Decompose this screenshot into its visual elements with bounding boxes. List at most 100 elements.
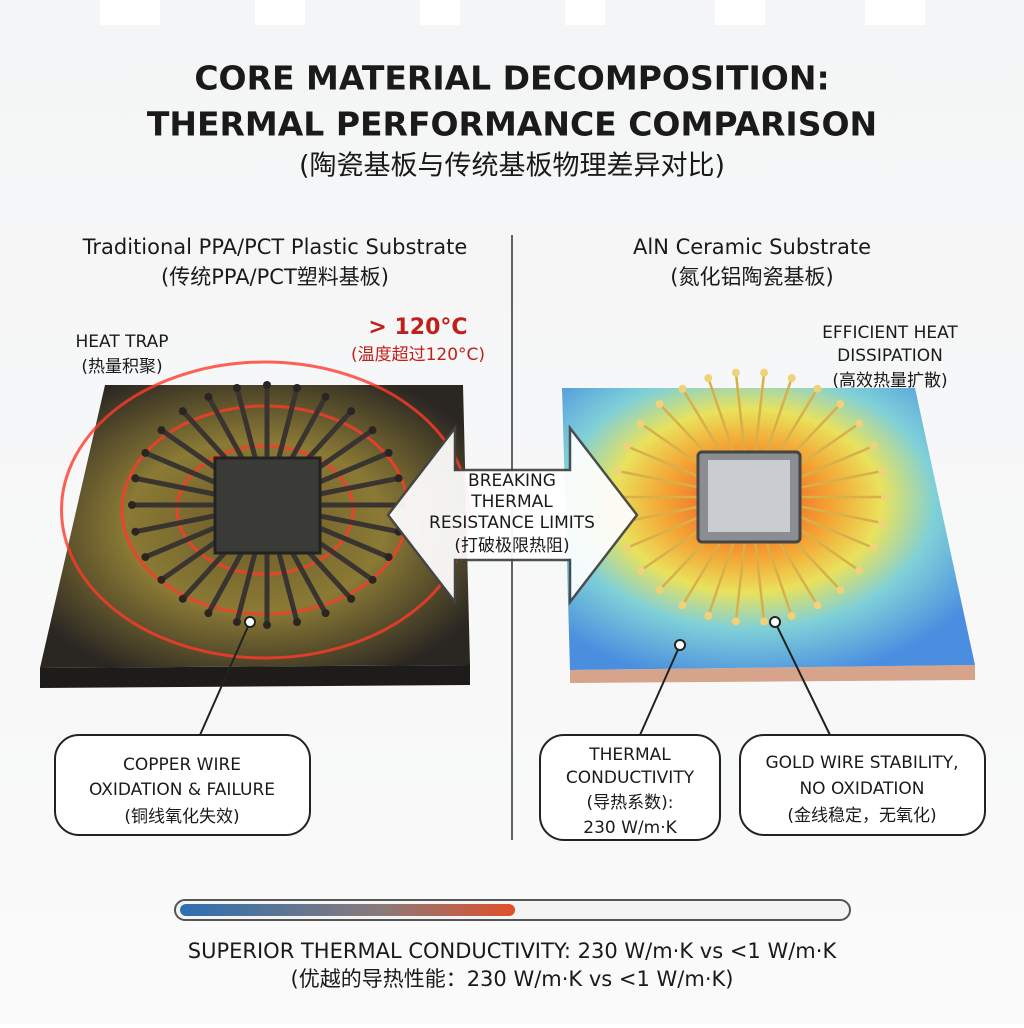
decor — [178, 594, 187, 603]
decor — [234, 385, 258, 459]
decor — [787, 374, 796, 383]
decor — [276, 551, 300, 625]
decor — [760, 617, 769, 626]
decor — [157, 426, 166, 435]
decor — [774, 536, 819, 606]
decor — [681, 388, 726, 458]
decor — [288, 547, 329, 616]
callout-text: (铜线氧化失效) — [124, 807, 239, 827]
title: CORE MATERIAL DECOMPOSITION: — [194, 59, 829, 98]
decor — [157, 575, 166, 584]
decor — [704, 611, 713, 620]
ceramic-substrate — [562, 368, 975, 683]
ceiling-lights — [100, 0, 925, 25]
progress-bar — [174, 899, 851, 921]
callout-text: (金线稳定，无氧化) — [787, 806, 936, 826]
decor — [626, 445, 703, 480]
decor — [234, 551, 258, 625]
dissipation-label: DISSIPATION — [837, 346, 943, 366]
decor — [314, 524, 392, 560]
decor — [636, 419, 645, 428]
decor — [204, 609, 213, 618]
decor — [791, 523, 860, 572]
callout-text: GOLD WIRE STABILITY, — [765, 753, 958, 773]
decor — [855, 566, 864, 575]
decor — [232, 617, 241, 626]
dissipation-label: (高效热量扩散) — [832, 371, 947, 391]
decor — [318, 475, 402, 497]
heat-trap: (热量积聚) — [81, 357, 162, 377]
footer: (优越的导热性能：230 W/m·K vs <1 W/m·K) — [291, 967, 734, 991]
decor — [636, 566, 645, 575]
decor — [321, 609, 330, 618]
decor — [204, 392, 213, 401]
callout-text: NO OXIDATION — [799, 779, 924, 799]
decor — [293, 617, 302, 626]
decor — [855, 419, 864, 428]
decor — [791, 422, 860, 471]
decor — [321, 392, 330, 401]
decor — [764, 540, 793, 617]
decor — [141, 448, 150, 457]
decor — [626, 514, 703, 549]
decor — [178, 407, 187, 416]
decor — [797, 445, 874, 480]
decor — [205, 547, 246, 616]
plastic-substrate — [40, 360, 470, 688]
center-arrow: BREAKING THERMAL RESISTANCE LIMITS (打破极限… — [386, 424, 639, 606]
decor — [263, 381, 271, 389]
right-heading-cn: (氮化铝陶瓷基板) — [670, 265, 833, 289]
decor — [764, 377, 793, 454]
decor — [347, 407, 356, 416]
left-heading: Traditional PPA/PCT Plastic Substrate — [82, 235, 468, 259]
decor — [205, 394, 246, 463]
decor — [314, 450, 392, 486]
decor — [707, 540, 736, 617]
decor — [836, 585, 845, 594]
decor — [318, 513, 402, 535]
callout-text: (导热系数): — [587, 793, 674, 813]
left-heading-cn: (传统PPA/PCT塑料基板) — [161, 265, 389, 289]
arrow-text: BREAKING — [468, 471, 556, 491]
decor — [678, 384, 687, 393]
callout-text: OXIDATION & FAILURE — [89, 780, 275, 800]
decor — [655, 585, 664, 594]
decor — [368, 426, 377, 435]
decor — [707, 377, 736, 454]
temp-label: (温度超过120°C) — [351, 345, 485, 365]
decor — [142, 524, 220, 560]
decor — [132, 475, 216, 497]
callout-text: THERMAL — [588, 745, 671, 765]
decor — [869, 442, 878, 451]
decor — [731, 368, 740, 377]
decor — [655, 400, 664, 409]
decor — [131, 527, 140, 536]
decor — [394, 474, 403, 483]
decor — [734, 542, 746, 622]
decor — [681, 536, 726, 606]
decor — [613, 467, 622, 476]
right-heading: AlN Ceramic Substrate — [633, 235, 871, 259]
decor — [132, 513, 216, 535]
decor — [797, 514, 874, 549]
decor — [869, 543, 878, 552]
decor — [813, 384, 822, 393]
decor — [622, 543, 631, 552]
footer: SUPERIOR THERMAL CONDUCTIVITY: 230 W/m·K… — [188, 939, 838, 963]
decor — [276, 385, 300, 459]
decor — [800, 505, 883, 525]
decor — [787, 611, 796, 620]
callouts — [54, 616, 986, 841]
decor — [263, 621, 271, 629]
callout-text: COPPER WIRE — [123, 755, 241, 775]
decor — [232, 384, 241, 393]
decor — [384, 553, 393, 562]
subtitle: (陶瓷基板与传统基板物理差异对比) — [299, 151, 725, 182]
decor — [142, 450, 220, 486]
decor — [678, 601, 687, 610]
heat-trap: HEAT TRAP — [75, 332, 168, 352]
decor — [754, 372, 766, 452]
decor — [288, 394, 329, 463]
decor — [368, 575, 377, 584]
